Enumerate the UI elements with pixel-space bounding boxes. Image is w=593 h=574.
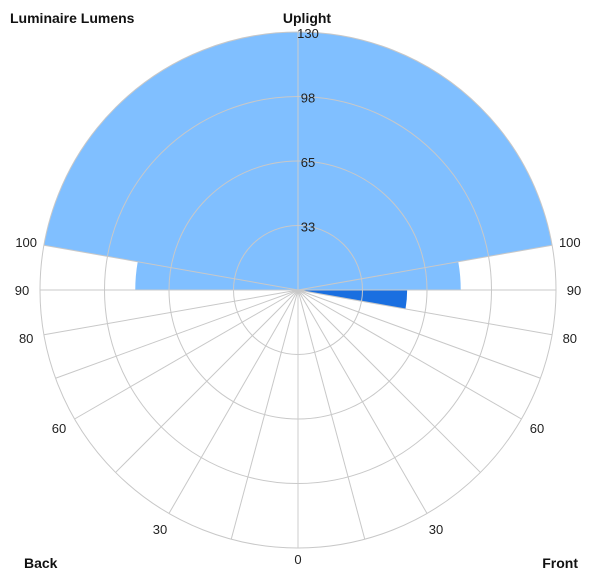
- grid-spoke-front-60: [297, 289, 522, 420]
- angle-tick-label-back: 100: [15, 235, 37, 250]
- angle-tick-label-front: 60: [530, 421, 544, 436]
- grid-spoke-front-80: [297, 289, 553, 336]
- angle-tick-label-back: 30: [153, 522, 167, 537]
- angle-tick-label-nadir: 0: [294, 552, 301, 567]
- angle-tick-label-back: 90: [15, 283, 29, 298]
- polar-grid: [39, 31, 557, 549]
- tick-labels: 33 65 98 130 100 90 80 60 30 100 90 80 60 30 0: [15, 26, 581, 567]
- grid-spoke-front-15: [297, 289, 366, 540]
- grid-spoke-front-100: [297, 244, 553, 291]
- angle-tick-label-back: 60: [52, 421, 66, 436]
- corner-label-back: Back: [24, 555, 58, 571]
- grid-spoke-back-100: [43, 244, 299, 291]
- grid-spoke-back-15: [230, 289, 299, 540]
- radial-tick-label: 65: [301, 155, 315, 170]
- grid-spoke-back-60: [74, 289, 299, 420]
- grid-spoke-back-45: [115, 289, 299, 473]
- angle-tick-label-front: 100: [559, 235, 581, 250]
- corner-label-luminaire-lumens: Luminaire Lumens: [10, 10, 135, 26]
- angle-tick-label-front: 80: [563, 331, 577, 346]
- chart-title: Uplight: [283, 10, 332, 26]
- radial-tick-label: 130: [297, 26, 319, 41]
- angle-tick-label-front: 90: [567, 283, 581, 298]
- grid-spoke-front-70: [297, 289, 541, 379]
- grid-spoke-back-30: [168, 289, 299, 514]
- grid-spoke-front-45: [297, 289, 481, 473]
- grid-spoke-back-70: [55, 289, 299, 379]
- angle-tick-label-front: 30: [429, 522, 443, 537]
- radial-tick-label: 98: [301, 91, 315, 106]
- angle-tick-label-back: 80: [19, 331, 33, 346]
- corner-label-front: Front: [542, 555, 578, 571]
- radial-tick-label: 33: [301, 220, 315, 235]
- grid-spoke-front-30: [297, 289, 428, 514]
- grid-spoke-back-80: [43, 289, 299, 336]
